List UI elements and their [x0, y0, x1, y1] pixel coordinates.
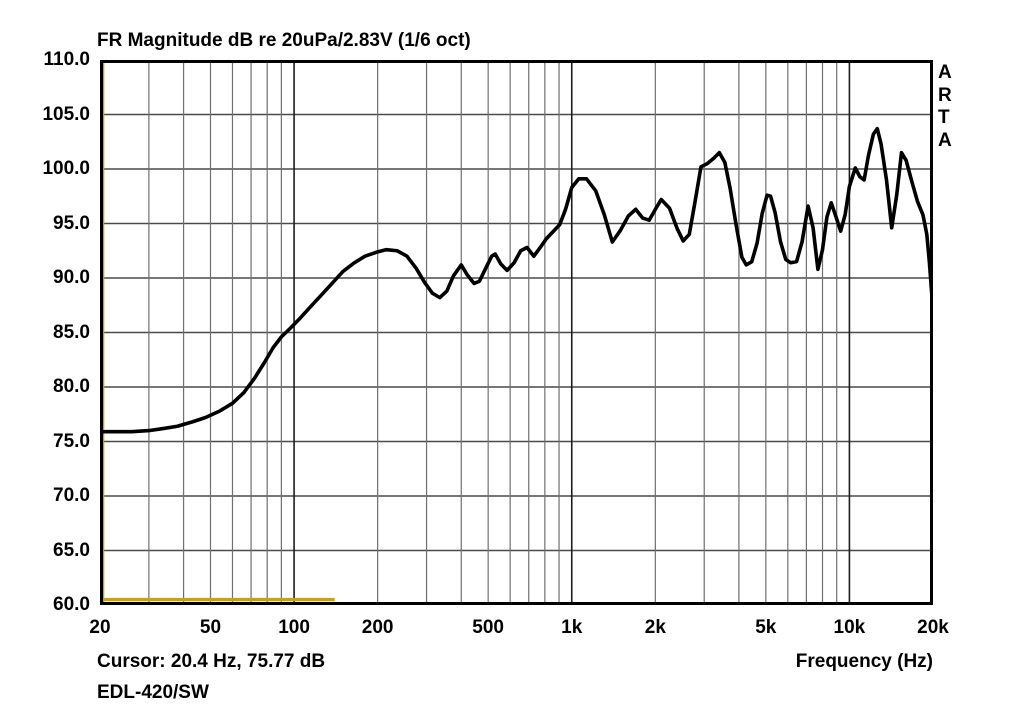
device-label: EDL-420/SW — [97, 682, 209, 703]
y-axis-tick-label-110.0: 110.0 — [43, 49, 91, 70]
y-axis-tick-label-75.0: 75.0 — [53, 430, 90, 452]
x-axis-tick-label-1k: 1k — [561, 617, 583, 638]
y-axis-tick-label-85.0: 85.0 — [53, 321, 90, 343]
y-axis-tick-label-65.0: 65.0 — [53, 539, 90, 561]
x-axis-tick-label-5k: 5k — [755, 617, 777, 638]
fr-plot-canvas[interactable] — [100, 60, 933, 605]
y-axis-tick-label-95.0: 95.0 — [53, 212, 90, 234]
x-axis-tick-label-200: 200 — [361, 617, 394, 638]
x-axis-tick-label-100: 100 — [278, 617, 310, 638]
arta-watermark: ARTA — [938, 62, 952, 151]
plot-border — [100, 60, 933, 605]
y-axis-tick-label-70.0: 70.0 — [53, 485, 90, 506]
y-axis-tick-label-105.0: 105.0 — [42, 103, 90, 125]
x-axis-tick-label-2k: 2k — [644, 617, 666, 638]
x-axis-tick-label-20k: 20k — [917, 617, 949, 638]
y-axis-tick-label-80.0: 80.0 — [53, 376, 90, 397]
plot-area[interactable] — [100, 60, 933, 605]
cursor-readout: Cursor: 20.4 Hz, 75.77 dB — [97, 651, 326, 672]
x-axis-tick-label-50: 50 — [199, 617, 222, 638]
y-axis-tick-label-100.0: 100.0 — [42, 158, 90, 179]
frequency-axis-label: Frequency (Hz) — [795, 651, 933, 672]
y-axis-tick-label-60.0: 60.0 — [53, 594, 90, 615]
chart-title: FR Magnitude dB re 20uPa/2.83V (1/6 oct) — [97, 30, 471, 51]
frequency-response-curve — [100, 126, 933, 434]
x-axis-tick-label-10k: 10k — [833, 617, 866, 638]
x-axis-tick-label-500: 500 — [472, 617, 504, 638]
x-axis-tick-label-20: 20 — [89, 617, 111, 638]
y-axis-tick-label-90.0: 90.0 — [53, 267, 90, 288]
